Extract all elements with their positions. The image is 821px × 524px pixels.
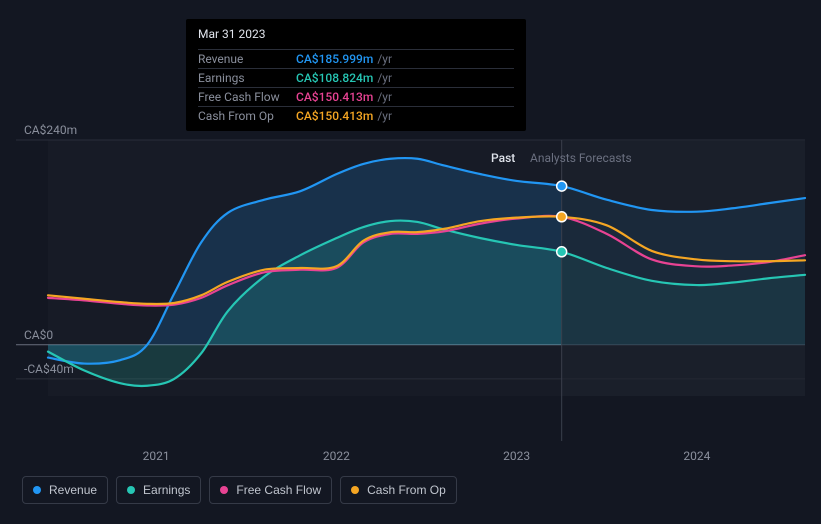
- legend-dot-icon: [220, 486, 228, 494]
- tooltip-row-value: CA$108.824m: [296, 71, 373, 85]
- period-label-forecast: Analysts Forecasts: [530, 151, 632, 165]
- tooltip-row: EarningsCA$108.824m/yr: [198, 68, 514, 87]
- tooltip-row-unit: /yr: [377, 90, 392, 104]
- svg-text:CA$240m: CA$240m: [24, 123, 77, 137]
- tooltip-row: Free Cash FlowCA$150.413m/yr: [198, 87, 514, 106]
- legend-item-label: Earnings: [143, 483, 190, 497]
- tooltip-row-value: CA$150.413m: [296, 109, 373, 123]
- tooltip-row-label: Free Cash Flow: [198, 90, 296, 104]
- tooltip-row: Cash From OpCA$150.413m/yr: [198, 106, 514, 125]
- legend-item-label: Free Cash Flow: [236, 483, 321, 497]
- tooltip-row: RevenueCA$185.999m/yr: [198, 49, 514, 68]
- legend-item-cfo[interactable]: Cash From Op: [340, 476, 457, 504]
- tooltip-row-value: CA$150.413m: [296, 90, 373, 104]
- tooltip-row-value: CA$185.999m: [296, 52, 373, 66]
- chart-legend: Revenue Earnings Free Cash Flow Cash From O…: [22, 476, 457, 504]
- legend-dot-icon: [127, 486, 135, 494]
- svg-text:2024: 2024: [683, 449, 710, 463]
- legend-item-label: Revenue: [49, 483, 97, 497]
- svg-text:2023: 2023: [503, 449, 530, 463]
- tooltip-date: Mar 31 2023: [198, 27, 514, 46]
- legend-dot-icon: [33, 486, 41, 494]
- svg-text:2022: 2022: [323, 449, 350, 463]
- period-label-past: Past: [491, 151, 515, 165]
- legend-item-label: Cash From Op: [367, 483, 446, 497]
- chart-tooltip: Mar 31 2023 RevenueCA$185.999m/yrEarning…: [186, 19, 526, 131]
- legend-item-fcf[interactable]: Free Cash Flow: [209, 476, 332, 504]
- tooltip-row-label: Earnings: [198, 71, 296, 85]
- tooltip-row-unit: /yr: [377, 52, 392, 66]
- tooltip-row-label: Cash From Op: [198, 109, 296, 123]
- tooltip-row-label: Revenue: [198, 52, 296, 66]
- legend-item-earnings[interactable]: Earnings: [116, 476, 201, 504]
- tooltip-row-unit: /yr: [377, 71, 392, 85]
- svg-text:CA$0: CA$0: [24, 328, 53, 342]
- svg-text:-CA$40m: -CA$40m: [24, 362, 74, 376]
- tooltip-row-unit: /yr: [377, 109, 392, 123]
- legend-dot-icon: [351, 486, 359, 494]
- svg-text:2021: 2021: [143, 449, 170, 463]
- legend-item-revenue[interactable]: Revenue: [22, 476, 108, 504]
